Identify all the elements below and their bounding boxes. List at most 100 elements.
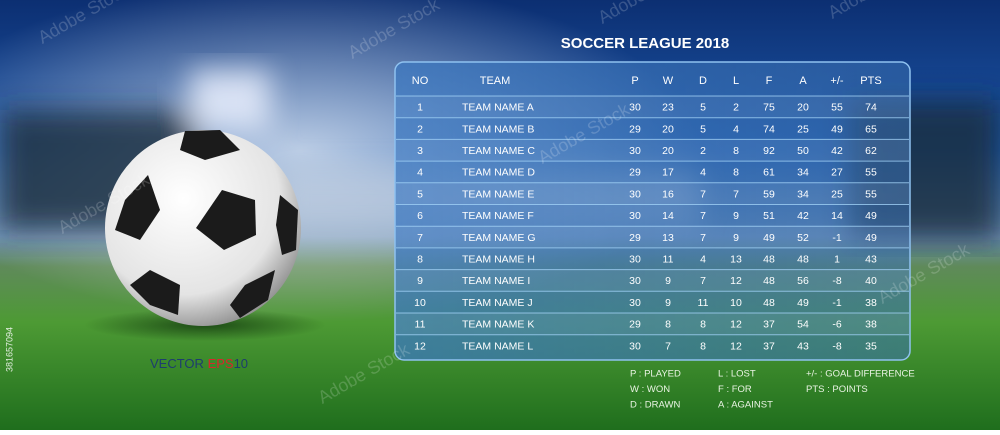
legend-item: D : DRAWN <box>630 400 680 411</box>
legend-item: F : FOR <box>718 384 752 395</box>
team-name: TEAM NAME K <box>462 319 534 331</box>
cell: 59 <box>763 188 775 200</box>
row-band <box>396 226 909 248</box>
row-band <box>396 182 909 205</box>
cell: 42 <box>797 210 809 222</box>
cell: 12 <box>730 275 742 287</box>
cell: 11 <box>698 297 709 309</box>
team-name: TEAM NAME F <box>462 210 534 222</box>
team-name: TEAM NAME D <box>462 167 535 179</box>
caption-word: VECTOR <box>150 356 208 371</box>
cell: 7 <box>665 340 671 352</box>
cell: 30 <box>629 297 641 309</box>
cell: 75 <box>763 102 775 114</box>
team-name: TEAM NAME A <box>462 102 534 114</box>
cell: 20 <box>797 102 809 114</box>
cell: 37 <box>763 340 775 352</box>
cell: 49 <box>865 210 877 222</box>
team-name: TEAM NAME H <box>462 254 535 266</box>
cell: 8 <box>700 319 706 331</box>
cell: 56 <box>797 275 809 287</box>
cell: 7 <box>700 275 706 287</box>
cell: 7 <box>417 232 423 244</box>
team-name: TEAM NAME L <box>462 340 533 352</box>
column-header: +/- <box>830 75 843 87</box>
legend-item: PTS : POINTS <box>806 384 868 395</box>
cell: 38 <box>865 319 877 331</box>
column-header: NO <box>412 75 429 87</box>
cell: 8 <box>417 254 423 266</box>
cell: 40 <box>865 275 877 287</box>
cell: 4 <box>700 254 706 266</box>
team-name: TEAM NAME E <box>462 188 534 200</box>
cell: 30 <box>629 188 641 200</box>
cell: 8 <box>700 340 706 352</box>
cell: -8 <box>832 275 841 287</box>
cell: 8 <box>733 145 739 157</box>
cell: 12 <box>730 319 742 331</box>
cell: 4 <box>733 123 739 135</box>
cell: 51 <box>763 210 775 222</box>
cell: 11 <box>663 254 674 266</box>
cell: 49 <box>831 123 843 135</box>
caption: VECTOR EPS10 <box>150 356 248 371</box>
column-header: P <box>631 75 638 87</box>
cell: 34 <box>797 188 809 200</box>
column-header: L <box>733 75 739 87</box>
cell: 12 <box>414 340 426 352</box>
cell: 7 <box>700 232 706 244</box>
cell: 7 <box>733 188 739 200</box>
column-header: A <box>799 75 807 87</box>
cell: 12 <box>730 340 742 352</box>
team-name: TEAM NAME G <box>462 232 536 244</box>
cell: 8 <box>733 167 739 179</box>
cell: -8 <box>832 340 841 352</box>
cell: 48 <box>763 275 775 287</box>
legend-item: A : AGAINST <box>718 400 773 411</box>
cell: 55 <box>865 188 877 200</box>
cell: 3 <box>417 145 423 157</box>
column-header: D <box>699 75 707 87</box>
cell: 5 <box>700 102 706 114</box>
stock-id: 381657094 <box>4 327 14 372</box>
cell: 29 <box>629 232 641 244</box>
cell: 34 <box>797 167 809 179</box>
cell: 54 <box>797 319 809 331</box>
cell: 23 <box>662 102 674 114</box>
cell: 74 <box>865 102 877 114</box>
cell: 25 <box>797 123 809 135</box>
cell: 6 <box>417 210 423 222</box>
column-header: TEAM <box>480 75 511 87</box>
cell: 2 <box>733 102 739 114</box>
cell: 30 <box>629 340 641 352</box>
cell: 8 <box>665 319 671 331</box>
cell: 20 <box>662 123 674 135</box>
cell: 52 <box>797 232 809 244</box>
cell: 43 <box>797 340 809 352</box>
legend: P : PLAYED W : WON D : DRAWN L : LOST F : FO… <box>630 369 915 411</box>
cell: 2 <box>700 145 706 157</box>
row-band <box>396 269 909 292</box>
cell: 48 <box>763 297 775 309</box>
cell: 20 <box>662 145 674 157</box>
cell: 9 <box>733 210 739 222</box>
row-band <box>396 139 909 162</box>
cell: 5 <box>417 188 423 200</box>
column-header: PTS <box>860 75 881 87</box>
cell: 7 <box>700 210 706 222</box>
cell: 4 <box>700 167 706 179</box>
cell: 55 <box>831 102 843 114</box>
cell: 55 <box>865 167 877 179</box>
cell: -1 <box>832 297 841 309</box>
cell: 30 <box>629 145 641 157</box>
cell: 13 <box>662 232 674 244</box>
cell: 10 <box>414 297 426 309</box>
legend-item: P : PLAYED <box>630 369 681 380</box>
cell: 9 <box>665 275 671 287</box>
cell: 13 <box>730 254 742 266</box>
caption-version: 10 <box>234 356 248 371</box>
cell: 7 <box>700 188 706 200</box>
cell: 48 <box>763 254 775 266</box>
